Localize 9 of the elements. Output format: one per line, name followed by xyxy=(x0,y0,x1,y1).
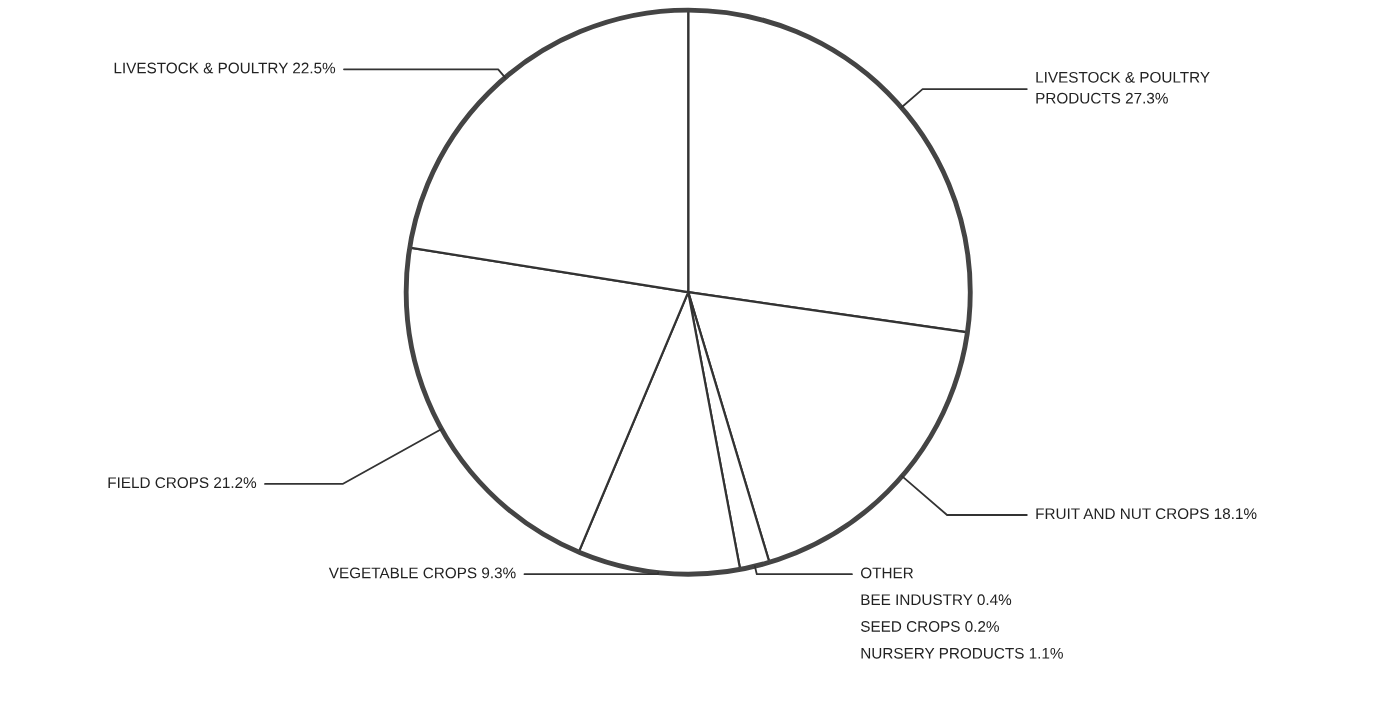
text: SEED CROPS 0.2% xyxy=(860,621,999,632)
slice-label: FRUIT AND NUT CROPS 18.1% xyxy=(1036,508,1257,520)
slice-label: LIVESTOCK & POULTRY PRODUCTS 27.3% xyxy=(1036,71,1210,104)
slice-label: FIELD CROPS 21.2% xyxy=(108,477,257,489)
slice-label: OTHER xyxy=(861,567,914,579)
slice-label: VEGETABLE CROPS 9.3% xyxy=(328,567,516,579)
text: BEE INDUSTRY 0.4% xyxy=(861,594,1012,606)
text: NURSERY PRODUCTS 1.1% xyxy=(861,647,1063,659)
category-label: LIVESTOCK & POULTRY 22.5% xyxy=(114,62,336,74)
